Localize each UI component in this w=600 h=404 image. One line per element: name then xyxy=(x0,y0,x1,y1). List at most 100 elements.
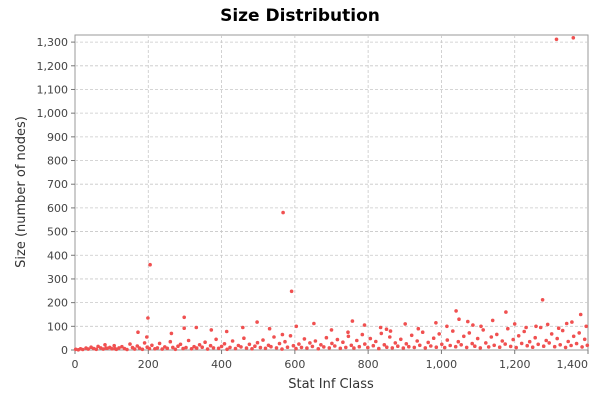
data-point xyxy=(291,343,296,348)
data-point xyxy=(281,210,285,215)
data-point xyxy=(563,345,568,350)
data-point xyxy=(200,345,204,350)
data-point xyxy=(239,345,243,349)
y-tick-label: 500 xyxy=(47,226,68,239)
data-point xyxy=(157,341,162,346)
data-point xyxy=(280,332,285,337)
data-point xyxy=(146,316,150,320)
y-tick-label: 1,100 xyxy=(37,83,69,96)
data-point xyxy=(554,37,559,42)
x-tick-label: 200 xyxy=(138,358,159,371)
data-point xyxy=(277,341,282,346)
y-tick-label: 800 xyxy=(47,155,68,168)
x-tick-label: 1,400 xyxy=(557,358,589,371)
data-point xyxy=(110,347,114,351)
data-point xyxy=(186,338,191,343)
data-point xyxy=(503,342,508,346)
data-point xyxy=(80,347,85,352)
data-point xyxy=(530,345,535,350)
data-point xyxy=(182,326,186,331)
data-point xyxy=(327,346,332,350)
data-point xyxy=(120,344,124,349)
data-point xyxy=(388,329,393,333)
data-point xyxy=(228,345,232,350)
data-point xyxy=(233,346,238,351)
y-tick-label: 400 xyxy=(47,249,68,262)
data-point xyxy=(349,343,354,348)
data-point xyxy=(456,339,461,344)
data-point xyxy=(558,343,562,347)
data-point xyxy=(132,347,137,351)
data-point xyxy=(569,343,573,348)
data-point xyxy=(313,339,318,343)
data-point xyxy=(475,336,480,341)
data-point xyxy=(466,319,470,324)
data-point xyxy=(547,341,551,345)
data-point xyxy=(112,343,116,348)
data-point xyxy=(363,342,367,346)
data-point xyxy=(538,325,543,330)
data-point xyxy=(128,342,132,346)
data-point xyxy=(556,326,561,331)
data-point xyxy=(564,321,569,326)
data-point xyxy=(448,343,453,348)
data-point xyxy=(571,36,576,40)
data-point xyxy=(545,322,550,327)
data-point xyxy=(357,344,362,349)
data-point xyxy=(216,346,221,351)
data-point xyxy=(404,342,409,346)
x-tick-label: 800 xyxy=(358,358,379,371)
data-point xyxy=(360,332,365,337)
data-points xyxy=(73,36,590,352)
data-point xyxy=(374,339,378,344)
data-point xyxy=(396,344,400,349)
y-axis-label: Size (number of nodes) xyxy=(14,116,29,268)
data-point xyxy=(437,332,442,336)
data-point xyxy=(555,336,559,341)
data-point xyxy=(464,345,469,350)
data-point xyxy=(409,333,414,338)
data-point xyxy=(366,345,370,350)
data-point xyxy=(255,320,259,324)
data-point xyxy=(209,328,214,332)
data-point xyxy=(484,341,488,345)
data-point xyxy=(407,344,411,349)
data-point xyxy=(335,337,340,342)
data-point xyxy=(137,346,142,350)
data-point xyxy=(478,346,483,350)
data-point xyxy=(136,330,140,335)
data-point xyxy=(399,337,403,342)
data-point xyxy=(289,289,294,294)
x-tick-label: 1,200 xyxy=(499,358,531,371)
y-axis-ticks: 0 100 200 300 400 500 600 700 800 900 1,000 1,100 1,… xyxy=(37,36,75,357)
data-point xyxy=(382,343,387,347)
data-point xyxy=(222,342,227,346)
data-point xyxy=(544,338,548,343)
data-point xyxy=(352,346,356,350)
data-point xyxy=(94,347,99,352)
data-point xyxy=(310,344,315,349)
data-point xyxy=(355,338,359,343)
data-point xyxy=(519,341,524,346)
data-point xyxy=(524,325,528,330)
data-point xyxy=(176,344,180,349)
data-point xyxy=(194,325,199,330)
data-point xyxy=(294,346,298,351)
x-tick-label: 1,000 xyxy=(426,358,458,371)
data-point xyxy=(168,339,173,344)
data-point xyxy=(440,342,444,347)
data-point xyxy=(305,346,309,350)
data-point xyxy=(250,347,254,351)
data-point xyxy=(506,326,510,331)
data-point xyxy=(285,345,290,350)
data-point xyxy=(490,318,495,323)
data-point xyxy=(96,344,100,349)
data-point xyxy=(533,335,537,340)
data-point xyxy=(420,330,425,335)
data-point xyxy=(155,346,160,350)
data-point xyxy=(338,346,343,351)
data-point xyxy=(214,337,218,342)
y-tick-label: 200 xyxy=(47,297,68,310)
data-point xyxy=(113,347,118,351)
data-point xyxy=(495,332,499,337)
